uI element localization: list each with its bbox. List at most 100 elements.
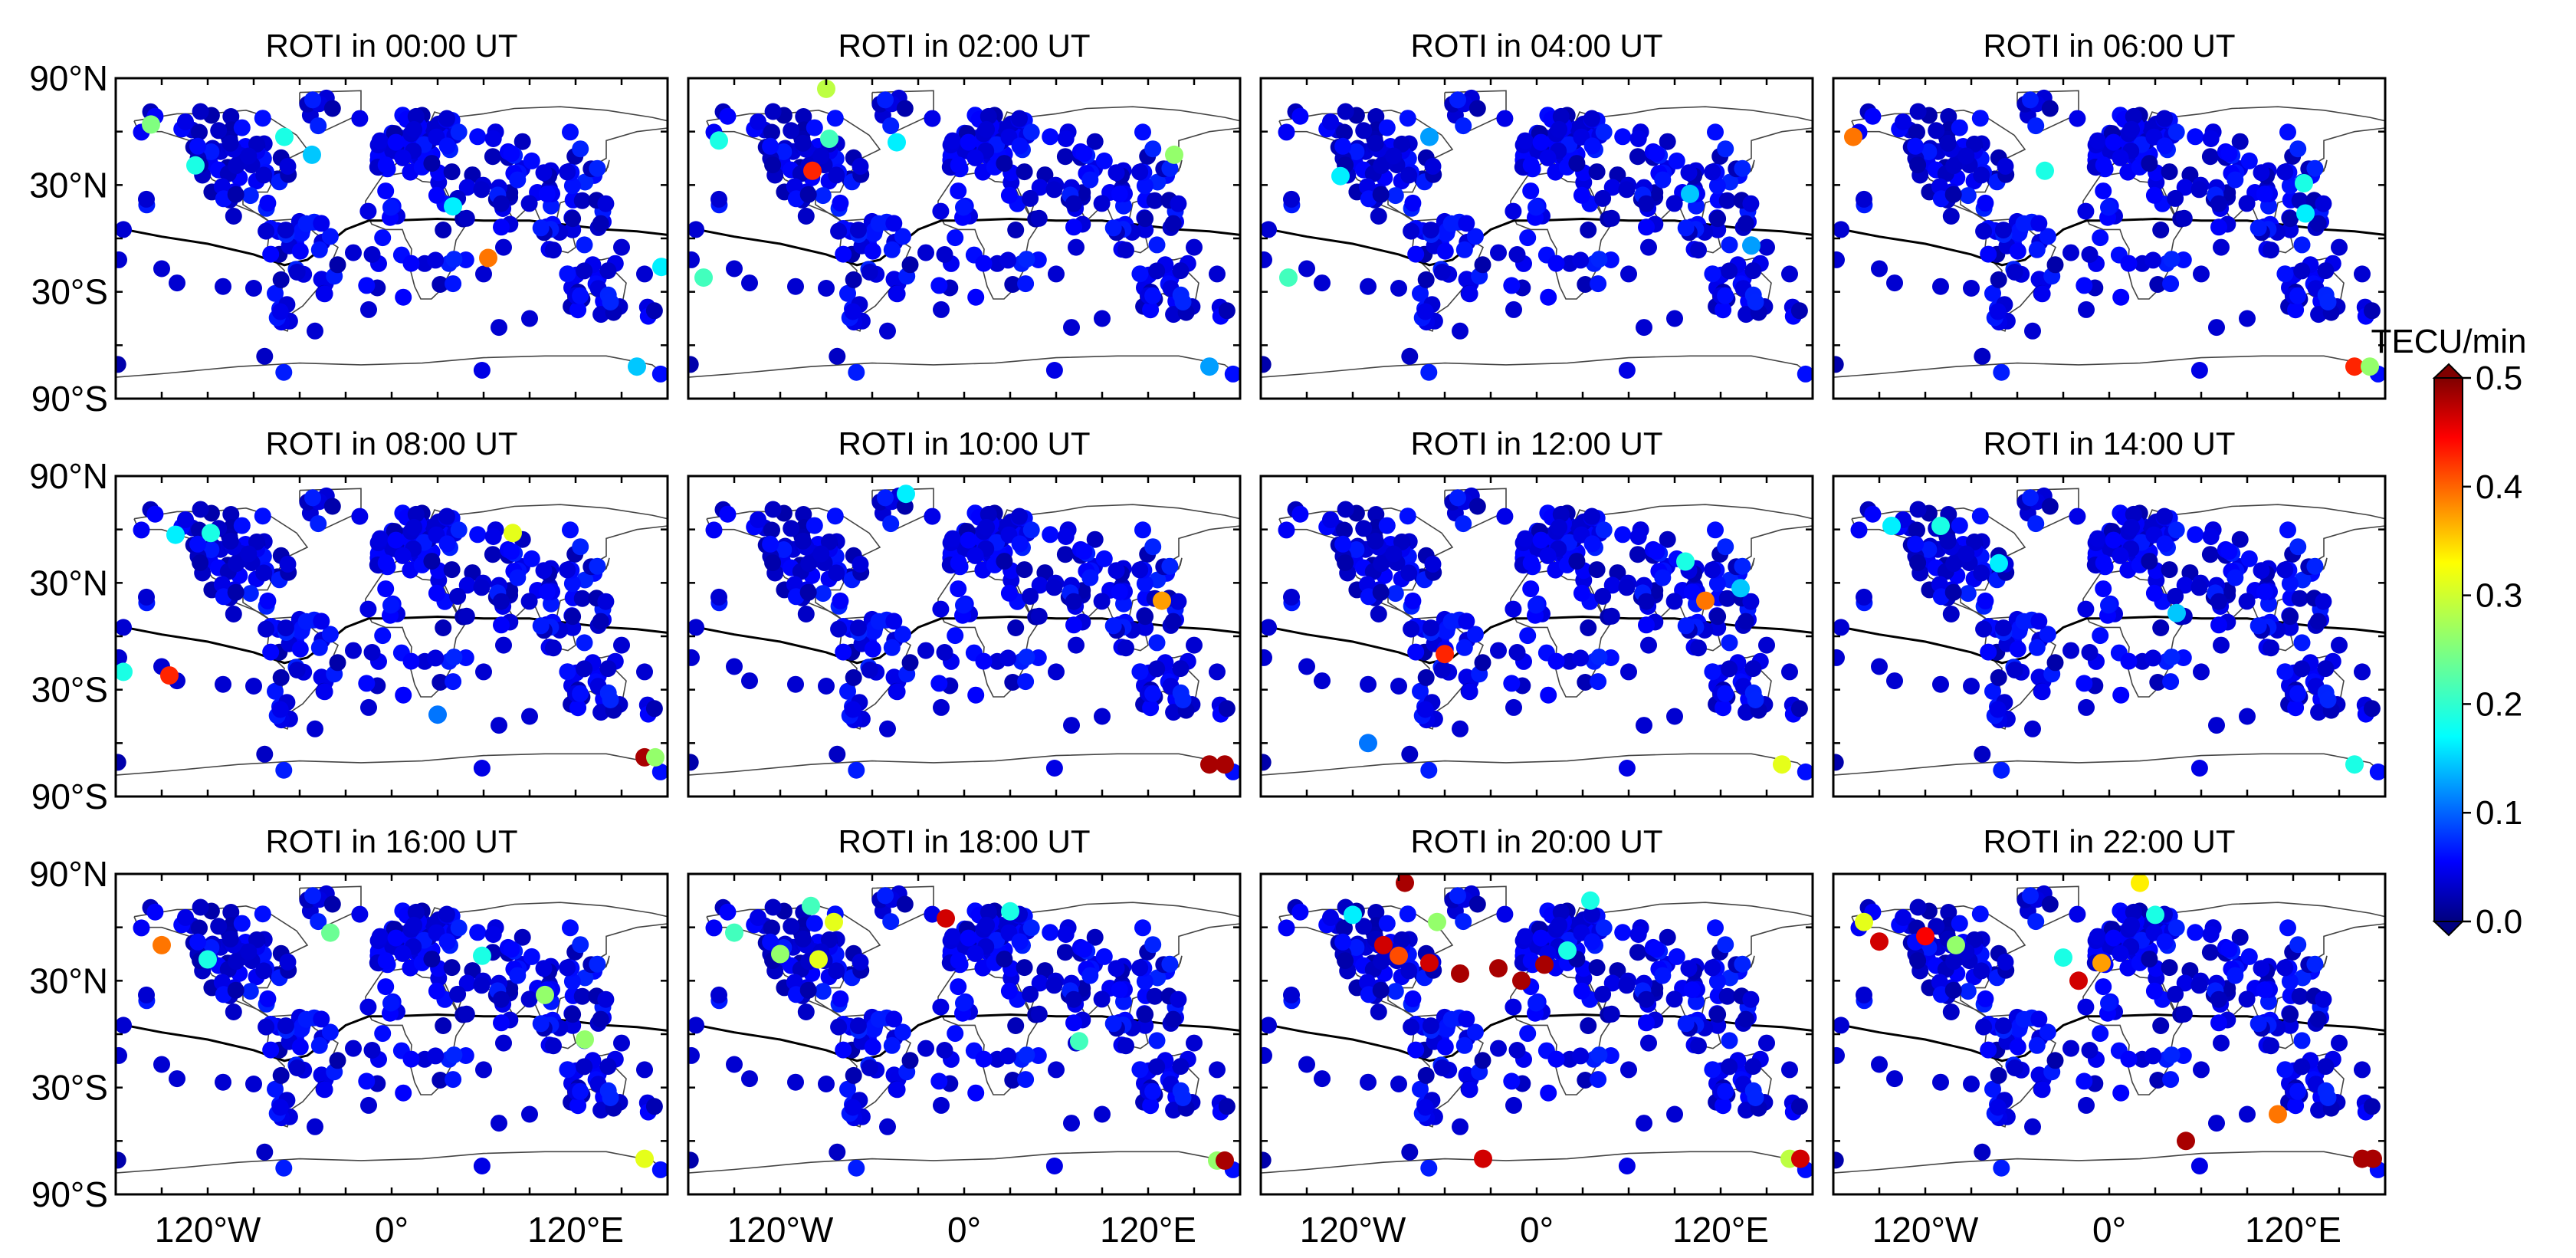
y-tick-label: 30°S [31,272,108,312]
station-point [1971,905,1989,923]
station-point [1022,521,1040,539]
station-point [1393,135,1410,153]
station-point [1057,926,1075,943]
station-point [1367,506,1385,523]
station-point [978,518,996,536]
station-point [360,698,377,716]
station-point [458,576,476,594]
station-point [1959,983,1977,1000]
station-point [1997,953,2014,971]
station-point [1022,123,1040,141]
station-point [2220,145,2238,163]
station-point [2162,1071,2180,1089]
station-point [1161,557,1179,575]
station-point [2256,981,2273,999]
station-point [879,322,896,340]
station-point [509,967,527,984]
station-point [262,245,280,263]
station-point [762,137,779,155]
station-point [599,1058,617,1076]
roti-station-point [1916,927,1934,946]
station-point [535,960,553,977]
station-point [564,608,582,626]
station-point [521,708,538,725]
station-point [116,356,126,373]
y-tick-label: 90°S [31,379,108,419]
station-point [1218,700,1235,718]
station-point [1386,585,1404,603]
roti-station-point [1882,517,1901,535]
station-point [523,948,540,965]
station-point [443,163,461,181]
station-point [1172,660,1190,678]
station-point [597,593,615,610]
station-point [241,585,259,603]
station-point [930,277,948,294]
station-point [1532,531,1550,549]
station-point [432,276,449,293]
station-point [1744,1058,1762,1076]
station-point [2317,1058,2335,1076]
station-point [1137,608,1154,626]
roti-station-point [803,161,822,180]
station-point [726,260,743,278]
station-point [1707,521,1724,539]
station-point [458,179,476,196]
station-point [2276,663,2294,681]
station-point [228,157,245,175]
station-point [2363,700,2381,718]
station-point [2022,887,2039,905]
station-point [2092,1025,2109,1043]
station-point [427,649,445,667]
station-point [1148,1058,1166,1076]
station-point [2167,521,2185,539]
station-point [688,649,700,666]
station-point [1017,1071,1035,1089]
station-point [1081,569,1099,586]
station-point [710,986,727,1003]
station-point [787,675,804,693]
roti-station-point [817,79,835,98]
station-point [1164,215,1182,232]
roti-station-point [202,524,220,543]
station-point [1390,280,1407,297]
station-point [1984,682,2001,700]
roti-station-point [1990,553,2008,573]
roti-station-point [1436,645,1454,664]
station-point [845,271,862,288]
station-point [2310,704,2328,721]
station-point [1637,593,1655,610]
station-point [2315,990,2332,1008]
panel-title: ROTI in 10:00 UT [838,425,1090,461]
station-point [1065,616,1082,634]
roti-station-point [2296,204,2315,223]
station-point [469,128,487,146]
station-point [1314,274,1331,292]
station-point [1528,994,1544,1012]
station-point [2077,998,2095,1016]
station-point [1505,698,1522,716]
station-point [975,255,993,272]
station-point [1057,528,1075,545]
station-point [538,186,556,203]
station-point [1004,276,1022,293]
station-point [2081,644,2099,661]
station-point [572,140,589,158]
station-point [1111,583,1128,601]
station-point [1629,148,1646,166]
roti-station-point [1581,891,1600,910]
station-point [1747,691,1764,708]
station-point [1334,137,1352,155]
station-point [291,242,309,260]
station-point [427,251,445,269]
station-point [1461,285,1478,303]
station-point [1095,152,1113,169]
station-point [1551,120,1568,138]
station-point [1367,532,1384,550]
station-point [428,982,445,1000]
station-point [576,236,593,254]
station-point [814,187,832,205]
station-point [1000,982,1018,1000]
station-point [835,245,852,263]
